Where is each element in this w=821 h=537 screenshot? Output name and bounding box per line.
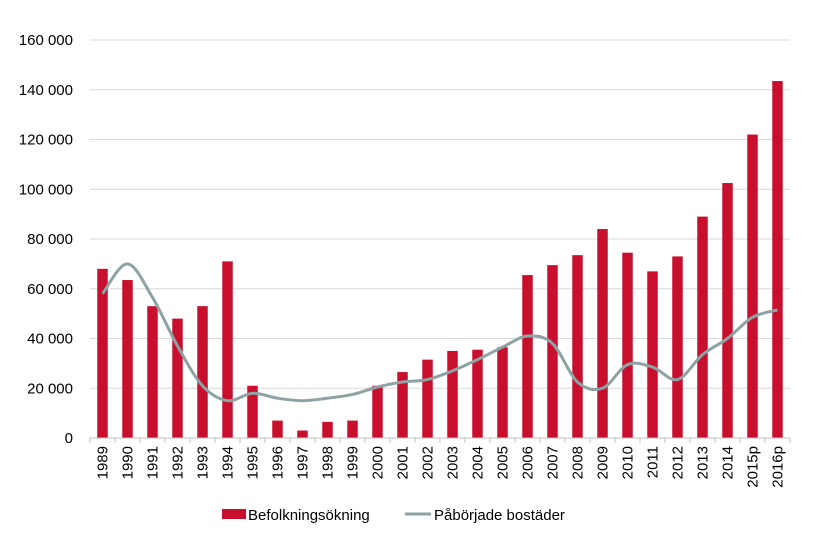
bar	[347, 420, 358, 438]
y-tick-label: 40 000	[27, 331, 73, 348]
bar	[447, 350, 458, 438]
legend-label-paborjade-bostader: Påbörjade bostäder	[434, 507, 565, 524]
x-tick-label: 2003	[445, 446, 462, 479]
bar	[522, 275, 533, 438]
x-tick-label: 2009	[595, 446, 612, 479]
x-tick-label: 1998	[320, 446, 337, 479]
x-tick-label: 1992	[170, 446, 187, 479]
x-tick-label: 2010	[620, 446, 637, 479]
bar	[97, 268, 108, 438]
bar	[497, 347, 508, 438]
x-tick-label: 1999	[345, 446, 362, 479]
x-tick-label: 1996	[270, 446, 287, 479]
bar	[172, 318, 183, 438]
bar	[622, 252, 633, 438]
legend-swatch-bar	[222, 509, 246, 519]
y-tick-label: 80 000	[27, 231, 73, 248]
x-tick-label: 1989	[95, 446, 112, 479]
x-tick-label: 2011	[645, 446, 662, 478]
x-tick-label: 2000	[370, 446, 387, 479]
bar	[672, 256, 683, 438]
x-axis	[89, 437, 791, 443]
bar	[272, 420, 283, 438]
bar	[722, 183, 733, 438]
bar	[147, 306, 158, 438]
line-path	[101, 262, 778, 403]
x-tick-label: 2012	[670, 446, 687, 479]
x-tick-label: 1995	[245, 446, 262, 479]
x-tick-label: 2004	[470, 446, 487, 479]
y-tick-label: 120 000	[19, 132, 73, 149]
x-tick-label: 2005	[495, 446, 512, 479]
x-tick-label: 2008	[570, 446, 587, 479]
legend-label-befolkningsokning: Befolkningsökning	[248, 507, 370, 524]
y-axis-tick-labels: 0 20 000 40 000 60 000 80 000 100 000 120 000 1…	[19, 32, 73, 447]
y-tick-label: 140 000	[19, 82, 73, 99]
x-tick-label: 2013	[695, 446, 712, 479]
bar	[222, 261, 233, 438]
bar-series	[97, 81, 783, 438]
bar	[772, 81, 783, 438]
bar	[597, 229, 608, 438]
bar	[647, 271, 658, 438]
bar	[297, 430, 308, 438]
y-tick-label: 20 000	[27, 380, 73, 397]
x-tick-label: 2016p	[770, 446, 787, 488]
bar	[472, 349, 483, 438]
y-tick-label: 60 000	[27, 281, 73, 298]
grid-lines	[90, 39, 790, 389]
bar	[697, 216, 708, 438]
y-tick-label: 160 000	[19, 32, 73, 49]
bar	[197, 306, 208, 438]
bar	[122, 280, 133, 438]
x-tick-label: 2015p	[745, 446, 762, 488]
x-tick-label: 2006	[520, 446, 537, 479]
bar	[572, 255, 583, 438]
x-tick-label: 2002	[420, 446, 437, 479]
x-tick-label: 2014	[720, 446, 737, 479]
bar	[422, 359, 433, 438]
x-tick-label: 1997	[295, 446, 312, 479]
line-series	[101, 262, 778, 403]
y-tick-label: 100 000	[19, 181, 73, 198]
bar	[372, 385, 383, 438]
bar	[547, 265, 558, 438]
bar	[397, 372, 408, 438]
x-tick-label: 2001	[395, 446, 412, 479]
bar	[322, 421, 333, 438]
x-tick-label: 1991	[145, 446, 162, 479]
legend: Befolkningsökning Påbörjade bostäder	[222, 507, 565, 524]
x-tick-label: 1990	[120, 446, 137, 479]
bar	[247, 385, 258, 438]
x-tick-label: 1994	[220, 446, 237, 479]
x-tick-label: 2007	[545, 446, 562, 479]
y-tick-label: 0	[65, 430, 73, 447]
bar	[747, 134, 758, 438]
x-axis-tick-labels: 1989 1990 1991 1992 1993 1994 1995 1996 1997 1998…	[95, 446, 787, 488]
x-tick-label: 1993	[195, 446, 212, 479]
